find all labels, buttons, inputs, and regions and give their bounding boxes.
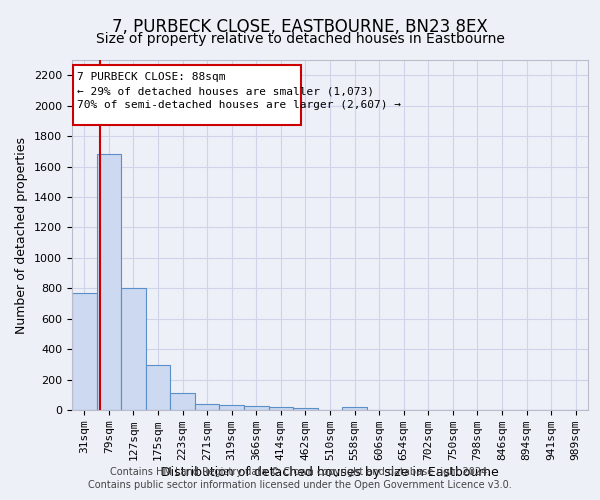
- Text: Size of property relative to detached houses in Eastbourne: Size of property relative to detached ho…: [95, 32, 505, 46]
- Bar: [244, 406, 269, 410]
- Bar: [72, 293, 97, 410]
- Bar: [170, 394, 195, 410]
- X-axis label: Distribution of detached houses by size in Eastbourne: Distribution of detached houses by size …: [161, 466, 499, 479]
- Y-axis label: Number of detached properties: Number of detached properties: [16, 136, 28, 334]
- Text: 7 PURBECK CLOSE: 88sqm
← 29% of detached houses are smaller (1,073)
70% of semi-: 7 PURBECK CLOSE: 88sqm ← 29% of detached…: [77, 72, 401, 110]
- Bar: [220, 406, 244, 410]
- Bar: [146, 365, 170, 410]
- Bar: [269, 407, 293, 410]
- Text: 7, PURBECK CLOSE, EASTBOURNE, BN23 8EX: 7, PURBECK CLOSE, EASTBOURNE, BN23 8EX: [112, 18, 488, 36]
- Bar: [121, 288, 146, 410]
- Text: Contains HM Land Registry data © Crown copyright and database right 2024.
Contai: Contains HM Land Registry data © Crown c…: [88, 467, 512, 490]
- Bar: [293, 408, 318, 410]
- Bar: [97, 154, 121, 410]
- FancyBboxPatch shape: [73, 64, 301, 126]
- Bar: [342, 407, 367, 410]
- Bar: [195, 404, 220, 410]
